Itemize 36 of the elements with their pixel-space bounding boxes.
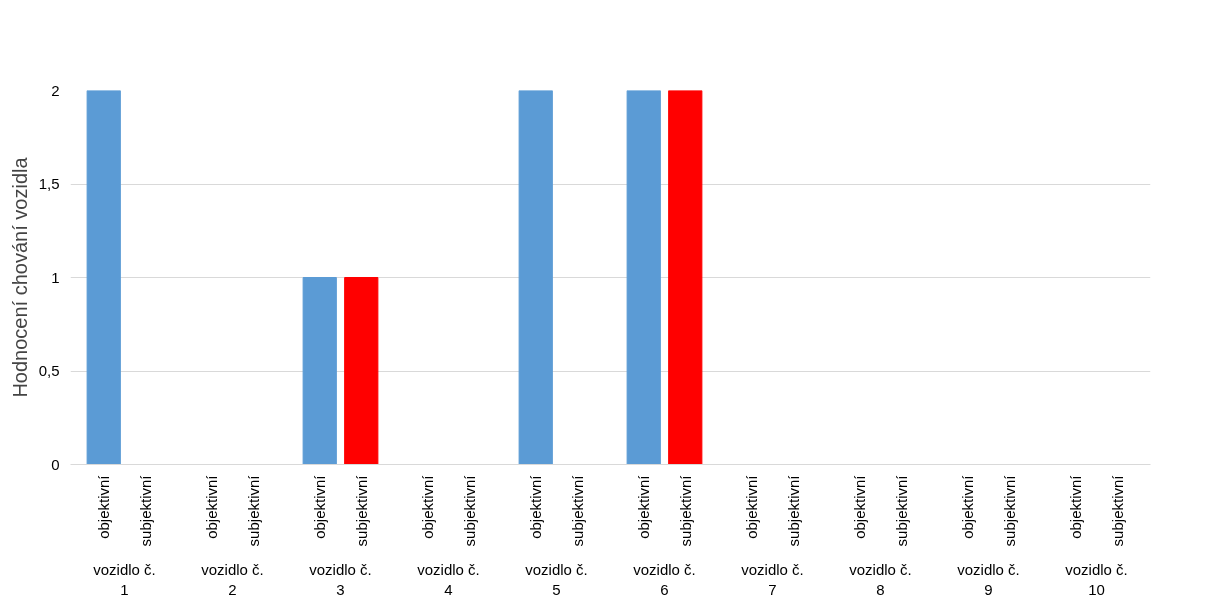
y-tick-label: 0,5 [38,362,60,379]
text: objektivní [203,475,221,539]
text: objektivní [635,475,653,539]
x-tick-label: vozidlo č. 3 [309,560,372,598]
text: subjektivní [244,475,262,547]
y-tick-label: 1,5 [38,175,60,192]
x-tick-label: vozidlo č. 8 [849,560,912,598]
text: subjektivní [460,475,478,547]
y-axis-title: Hodnocení chování vozidla [8,156,31,398]
x-tick-label: vozidlo č. 2 [201,560,264,598]
text: subjektivní [892,475,910,547]
text: subjektivní [568,475,586,547]
text: subjektivní [676,475,694,547]
x-tick-label: vozidlo č. 9 [957,560,1020,598]
text: objektivní [1067,475,1085,539]
x-tick-label: vozidlo č. 6 [633,560,696,598]
text: objektivní [95,474,113,539]
x-tick-label: vozidlo č. 10 [1065,560,1128,598]
text: objektivní [743,475,761,539]
text: subjektivní [784,475,802,547]
x-tick-label: vozidlo č. 7 [741,560,804,598]
text: objektivní [419,475,437,539]
text: objektivní [311,475,329,539]
text: subjektivní [1000,475,1018,547]
text: subjektivní [136,474,154,547]
x-tick-label: vozidlo č. 5 [525,560,588,598]
x-tick-label: vozidlo č. 4 [417,560,480,598]
text: objektivní [959,475,977,539]
y-tick-label: 2 [51,81,60,99]
text: objektivní [527,475,545,539]
text: subjektivní [1108,475,1126,547]
text: objektivní [851,475,869,539]
y-tick-label: 0 [51,455,60,473]
x-tick-label: vozidlo č. 1 [93,560,156,598]
text: subjektivní [352,475,370,547]
y-tick-label: 1 [51,268,60,286]
